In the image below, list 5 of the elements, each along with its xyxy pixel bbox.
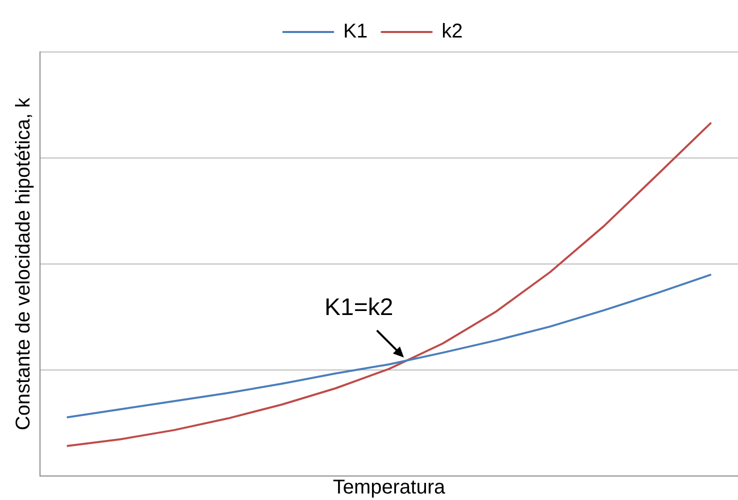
y-axis-title: Constante de velocidade hipotética, k <box>12 96 35 430</box>
legend-label: k2 <box>442 20 463 43</box>
legend-label: K1 <box>343 20 368 43</box>
annotation: K1=k2 <box>324 294 394 322</box>
x-axis-title: Temperatura <box>332 476 446 499</box>
